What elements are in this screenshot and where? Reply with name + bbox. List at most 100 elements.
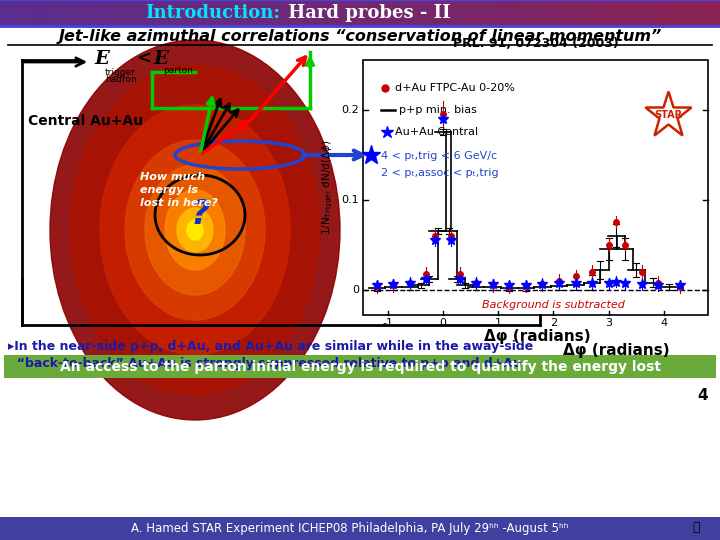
Text: Δφ (radians): Δφ (radians) <box>563 342 670 357</box>
Bar <box>198 0 205 26</box>
Bar <box>60 0 67 26</box>
Text: STAR: STAR <box>654 110 682 120</box>
Bar <box>366 0 373 26</box>
Text: Hard probes - II: Hard probes - II <box>282 4 451 22</box>
Bar <box>294 0 301 26</box>
Bar <box>666 0 673 26</box>
Bar <box>114 0 121 26</box>
Text: PRL. 91, 072304 (2003): PRL. 91, 072304 (2003) <box>453 37 618 50</box>
Bar <box>402 0 409 26</box>
Text: How much
energy is
lost in here?: How much energy is lost in here? <box>140 172 218 208</box>
Bar <box>24 0 31 26</box>
Bar <box>498 0 505 26</box>
Text: trigger: trigger <box>105 68 136 77</box>
Text: Jet-like azimuthal correlations “conservation of linear momentum”: Jet-like azimuthal correlations “conserv… <box>58 30 662 44</box>
Text: ?: ? <box>190 199 210 232</box>
Ellipse shape <box>177 208 213 252</box>
Bar <box>234 0 241 26</box>
Bar <box>228 0 235 26</box>
Text: Central Au+Au: Central Au+Au <box>28 114 143 128</box>
Bar <box>48 0 55 26</box>
Bar <box>708 0 715 26</box>
Bar <box>90 0 97 26</box>
Bar <box>510 0 517 26</box>
Bar <box>162 0 169 26</box>
Bar <box>522 0 529 26</box>
Bar <box>312 0 319 26</box>
Bar <box>252 0 259 26</box>
Bar <box>132 0 139 26</box>
Text: 0.1: 0.1 <box>341 194 359 205</box>
Bar <box>420 0 427 26</box>
Bar <box>618 0 625 26</box>
Bar <box>0 517 720 540</box>
Bar <box>324 0 331 26</box>
Bar <box>624 0 631 26</box>
Bar <box>210 0 217 26</box>
Bar <box>270 0 277 26</box>
Bar <box>66 0 73 26</box>
Bar <box>186 0 193 26</box>
Text: 1/N$_{\rm Trigger}$ dN/d($\Delta\phi$): 1/N$_{\rm Trigger}$ dN/d($\Delta\phi$) <box>321 140 336 235</box>
Bar <box>660 0 667 26</box>
Text: 2 < pₜ,assoc < pₜ,trig: 2 < pₜ,assoc < pₜ,trig <box>381 168 499 178</box>
Text: 2: 2 <box>550 318 557 328</box>
Bar <box>36 0 43 26</box>
Ellipse shape <box>125 140 265 320</box>
Bar <box>150 0 157 26</box>
Bar <box>600 0 607 26</box>
Bar <box>174 0 181 26</box>
Ellipse shape <box>100 105 290 355</box>
Bar <box>588 0 595 26</box>
Bar <box>444 0 451 26</box>
Bar <box>240 0 247 26</box>
Text: E: E <box>153 50 168 68</box>
Ellipse shape <box>187 220 203 240</box>
Bar <box>330 0 337 26</box>
Bar <box>0 0 7 26</box>
Bar <box>12 0 19 26</box>
Bar <box>102 0 109 26</box>
Bar <box>120 0 127 26</box>
Text: hadron: hadron <box>105 75 137 84</box>
Bar <box>462 0 469 26</box>
Bar <box>258 0 265 26</box>
Bar <box>216 0 223 26</box>
Text: Au+Au Central: Au+Au Central <box>395 127 478 137</box>
Bar <box>108 0 115 26</box>
Bar <box>714 0 720 26</box>
Text: p+p min. bias: p+p min. bias <box>399 105 477 115</box>
Bar <box>336 0 343 26</box>
Text: 0: 0 <box>352 285 359 295</box>
Bar <box>630 0 637 26</box>
Bar <box>384 0 391 26</box>
Bar <box>642 0 649 26</box>
Text: 3: 3 <box>605 318 612 328</box>
Bar <box>546 0 553 26</box>
Bar <box>414 0 421 26</box>
Bar <box>582 0 589 26</box>
Bar <box>648 0 655 26</box>
Text: 1: 1 <box>495 318 502 328</box>
Bar <box>552 0 559 26</box>
Bar <box>282 0 289 26</box>
Text: ▸In the near-side p+p, d+Au, and Au+Au are similar while in the away-side: ▸In the near-side p+p, d+Au, and Au+Au a… <box>8 340 534 353</box>
Bar <box>432 0 439 26</box>
Bar <box>528 0 535 26</box>
Ellipse shape <box>50 40 340 420</box>
Bar <box>348 0 355 26</box>
Bar <box>360 0 367 26</box>
Bar <box>30 0 37 26</box>
Text: E: E <box>94 50 109 68</box>
Text: 0: 0 <box>439 318 446 328</box>
Bar <box>468 0 475 26</box>
Bar <box>192 0 199 26</box>
Bar <box>18 0 25 26</box>
Bar <box>696 0 703 26</box>
Bar <box>450 0 457 26</box>
Bar <box>276 0 283 26</box>
Bar <box>72 0 79 26</box>
Bar <box>6 0 13 26</box>
Bar <box>474 0 481 26</box>
Bar <box>372 0 379 26</box>
